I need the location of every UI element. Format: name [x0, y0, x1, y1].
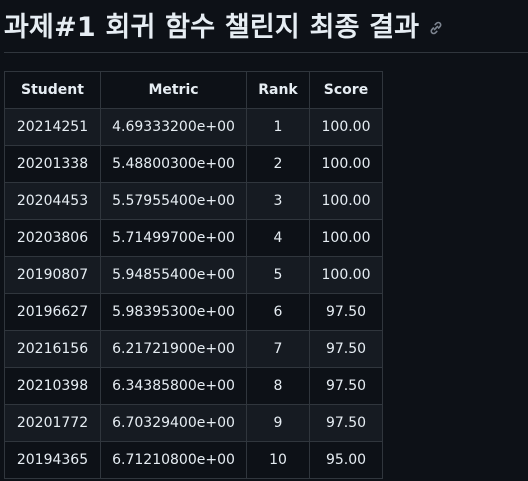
- cell-score: 100.00: [309, 108, 383, 146]
- cell-rank: 1: [246, 108, 310, 146]
- cell-metric: 5.98395300e+00: [100, 293, 247, 331]
- cell-score: 100.00: [309, 219, 383, 257]
- table-row: 20216156 6.21721900e+00 7 97.50: [4, 330, 383, 368]
- cell-metric: 5.57955400e+00: [100, 182, 247, 220]
- cell-score: 97.50: [309, 293, 383, 331]
- cell-score: 100.00: [309, 182, 383, 220]
- cell-metric: 6.21721900e+00: [100, 330, 247, 368]
- cell-student: 20194365: [4, 441, 101, 479]
- cell-student: 20196627: [4, 293, 101, 331]
- link-icon[interactable]: [427, 19, 445, 37]
- cell-metric: 5.48800300e+00: [100, 145, 247, 183]
- table-row: 20201772 6.70329400e+00 9 97.50: [4, 404, 383, 442]
- column-header-metric: Metric: [100, 71, 247, 109]
- table-body: 20214251 4.69333200e+00 1 100.00 2020133…: [4, 108, 383, 479]
- cell-rank: 7: [246, 330, 310, 368]
- table-row: 20214251 4.69333200e+00 1 100.00: [4, 108, 383, 146]
- column-header-rank: Rank: [246, 71, 310, 109]
- table-row: 20204453 5.57955400e+00 3 100.00: [4, 182, 383, 220]
- cell-rank: 5: [246, 256, 310, 294]
- table-row: 20190807 5.94855400e+00 5 100.00: [4, 256, 383, 294]
- cell-student: 20214251: [4, 108, 101, 146]
- cell-score: 97.50: [309, 367, 383, 405]
- table-row: 20194365 6.71210800e+00 10 95.00: [4, 441, 383, 479]
- cell-rank: 10: [246, 441, 310, 479]
- page-title: 과제#1 회귀 함수 챌린지 최종 결과: [4, 12, 420, 43]
- table-row: 20201338 5.48800300e+00 2 100.00: [4, 145, 383, 183]
- cell-rank: 4: [246, 219, 310, 257]
- cell-student: 20201772: [4, 404, 101, 442]
- cell-metric: 4.69333200e+00: [100, 108, 247, 146]
- cell-metric: 6.34385800e+00: [100, 367, 247, 405]
- cell-rank: 8: [246, 367, 310, 405]
- results-table-container: Student Metric Rank Score 20214251 4.693…: [4, 71, 383, 479]
- table-row: 20203806 5.71499700e+00 4 100.00: [4, 219, 383, 257]
- cell-student: 20201338: [4, 145, 101, 183]
- cell-rank: 9: [246, 404, 310, 442]
- cell-student: 20216156: [4, 330, 101, 368]
- cell-rank: 2: [246, 145, 310, 183]
- table-row: 20210398 6.34385800e+00 8 97.50: [4, 367, 383, 405]
- column-header-student: Student: [4, 71, 101, 109]
- cell-metric: 5.71499700e+00: [100, 219, 247, 257]
- cell-score: 100.00: [309, 256, 383, 294]
- cell-rank: 6: [246, 293, 310, 331]
- table-header: Student Metric Rank Score: [4, 71, 383, 109]
- cell-score: 97.50: [309, 330, 383, 368]
- cell-student: 20210398: [4, 367, 101, 405]
- cell-score: 100.00: [309, 145, 383, 183]
- header-row: Student Metric Rank Score: [4, 71, 383, 109]
- cell-student: 20204453: [4, 182, 101, 220]
- table-row: 20196627 5.98395300e+00 6 97.50: [4, 293, 383, 331]
- cell-score: 95.00: [309, 441, 383, 479]
- cell-metric: 6.70329400e+00: [100, 404, 247, 442]
- cell-student: 20190807: [4, 256, 101, 294]
- cell-student: 20203806: [4, 219, 101, 257]
- cell-metric: 6.71210800e+00: [100, 441, 247, 479]
- cell-rank: 3: [246, 182, 310, 220]
- cell-score: 97.50: [309, 404, 383, 442]
- cell-metric: 5.94855400e+00: [100, 256, 247, 294]
- column-header-score: Score: [309, 71, 383, 109]
- results-table: Student Metric Rank Score 20214251 4.693…: [4, 71, 383, 479]
- heading-container: 과제#1 회귀 함수 챌린지 최종 결과: [4, 4, 528, 53]
